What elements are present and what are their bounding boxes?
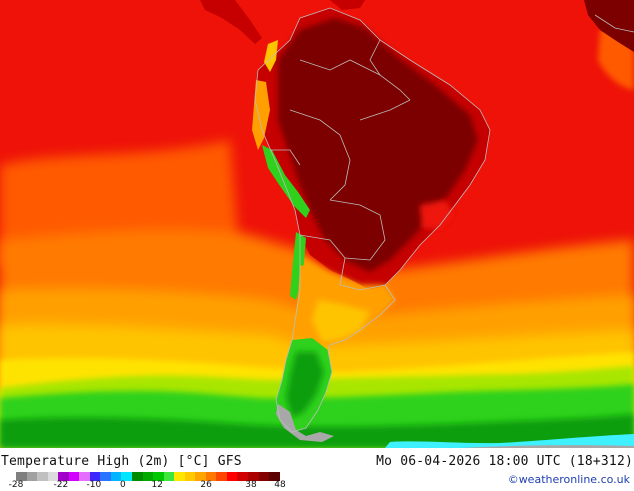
legend-swatch — [174, 472, 185, 481]
legend-swatch — [132, 472, 143, 481]
country-borders — [254, 7, 634, 433]
antarctic-cyan — [385, 434, 634, 448]
legend-ticks: -28 -22 -10 0 12 26 38 48 — [9, 480, 292, 491]
temperature-map — [0, 0, 634, 448]
legend-tick-label: 26 — [200, 480, 212, 490]
legend-swatch — [195, 472, 206, 481]
legend-tick-label: -22 — [53, 480, 69, 490]
legend-colorbar — [16, 472, 280, 481]
map-canvas — [0, 0, 634, 448]
legend-swatch — [121, 472, 133, 481]
color-legend: -28 -22 -10 0 12 26 38 48 — [9, 472, 292, 491]
continent-south-america — [252, 8, 490, 442]
legend-tick-label: 12 — [151, 480, 163, 490]
legend-tick-label: -10 — [86, 480, 102, 490]
legend-swatch — [205, 472, 217, 481]
central-america — [200, 0, 365, 44]
legend-swatch — [26, 472, 38, 481]
legend-swatch — [47, 472, 59, 481]
legend-swatch — [269, 472, 280, 481]
africa-corner — [584, 0, 634, 52]
legend-swatch — [89, 472, 101, 481]
legend-swatch — [110, 472, 122, 481]
legend-swatch — [258, 472, 270, 481]
legend-swatch — [248, 472, 259, 481]
map-title: Temperature High (2m) [°C] GFS — [1, 454, 242, 469]
legend-swatch — [226, 472, 238, 481]
legend-tick-label: 48 — [274, 480, 286, 490]
source-credit[interactable]: ©weatheronline.co.uk — [507, 473, 630, 486]
forecast-datetime: Mo 06-04-2026 18:00 UTC (18+312) — [376, 454, 633, 469]
legend-swatch — [216, 472, 227, 481]
antarctic-grey — [460, 445, 634, 448]
legend-swatch — [163, 472, 175, 481]
legend-swatch — [68, 472, 80, 481]
legend-swatch — [237, 472, 249, 481]
legend-swatch — [100, 472, 111, 481]
legend-tick-label: 38 — [245, 480, 257, 490]
legend-swatch — [153, 472, 164, 481]
legend-swatch — [184, 472, 196, 481]
legend-swatch — [142, 472, 154, 481]
legend-swatch — [16, 472, 27, 481]
map-footer: Temperature High (2m) [°C] GFS Mo 06-04-… — [0, 448, 634, 490]
legend-tick-label: -28 — [8, 480, 24, 490]
legend-tick-label: 0 — [120, 480, 126, 490]
legend-swatch — [37, 472, 48, 481]
band-dark-green — [0, 414, 634, 448]
legend-swatch — [79, 472, 90, 481]
legend-swatch — [58, 472, 69, 481]
